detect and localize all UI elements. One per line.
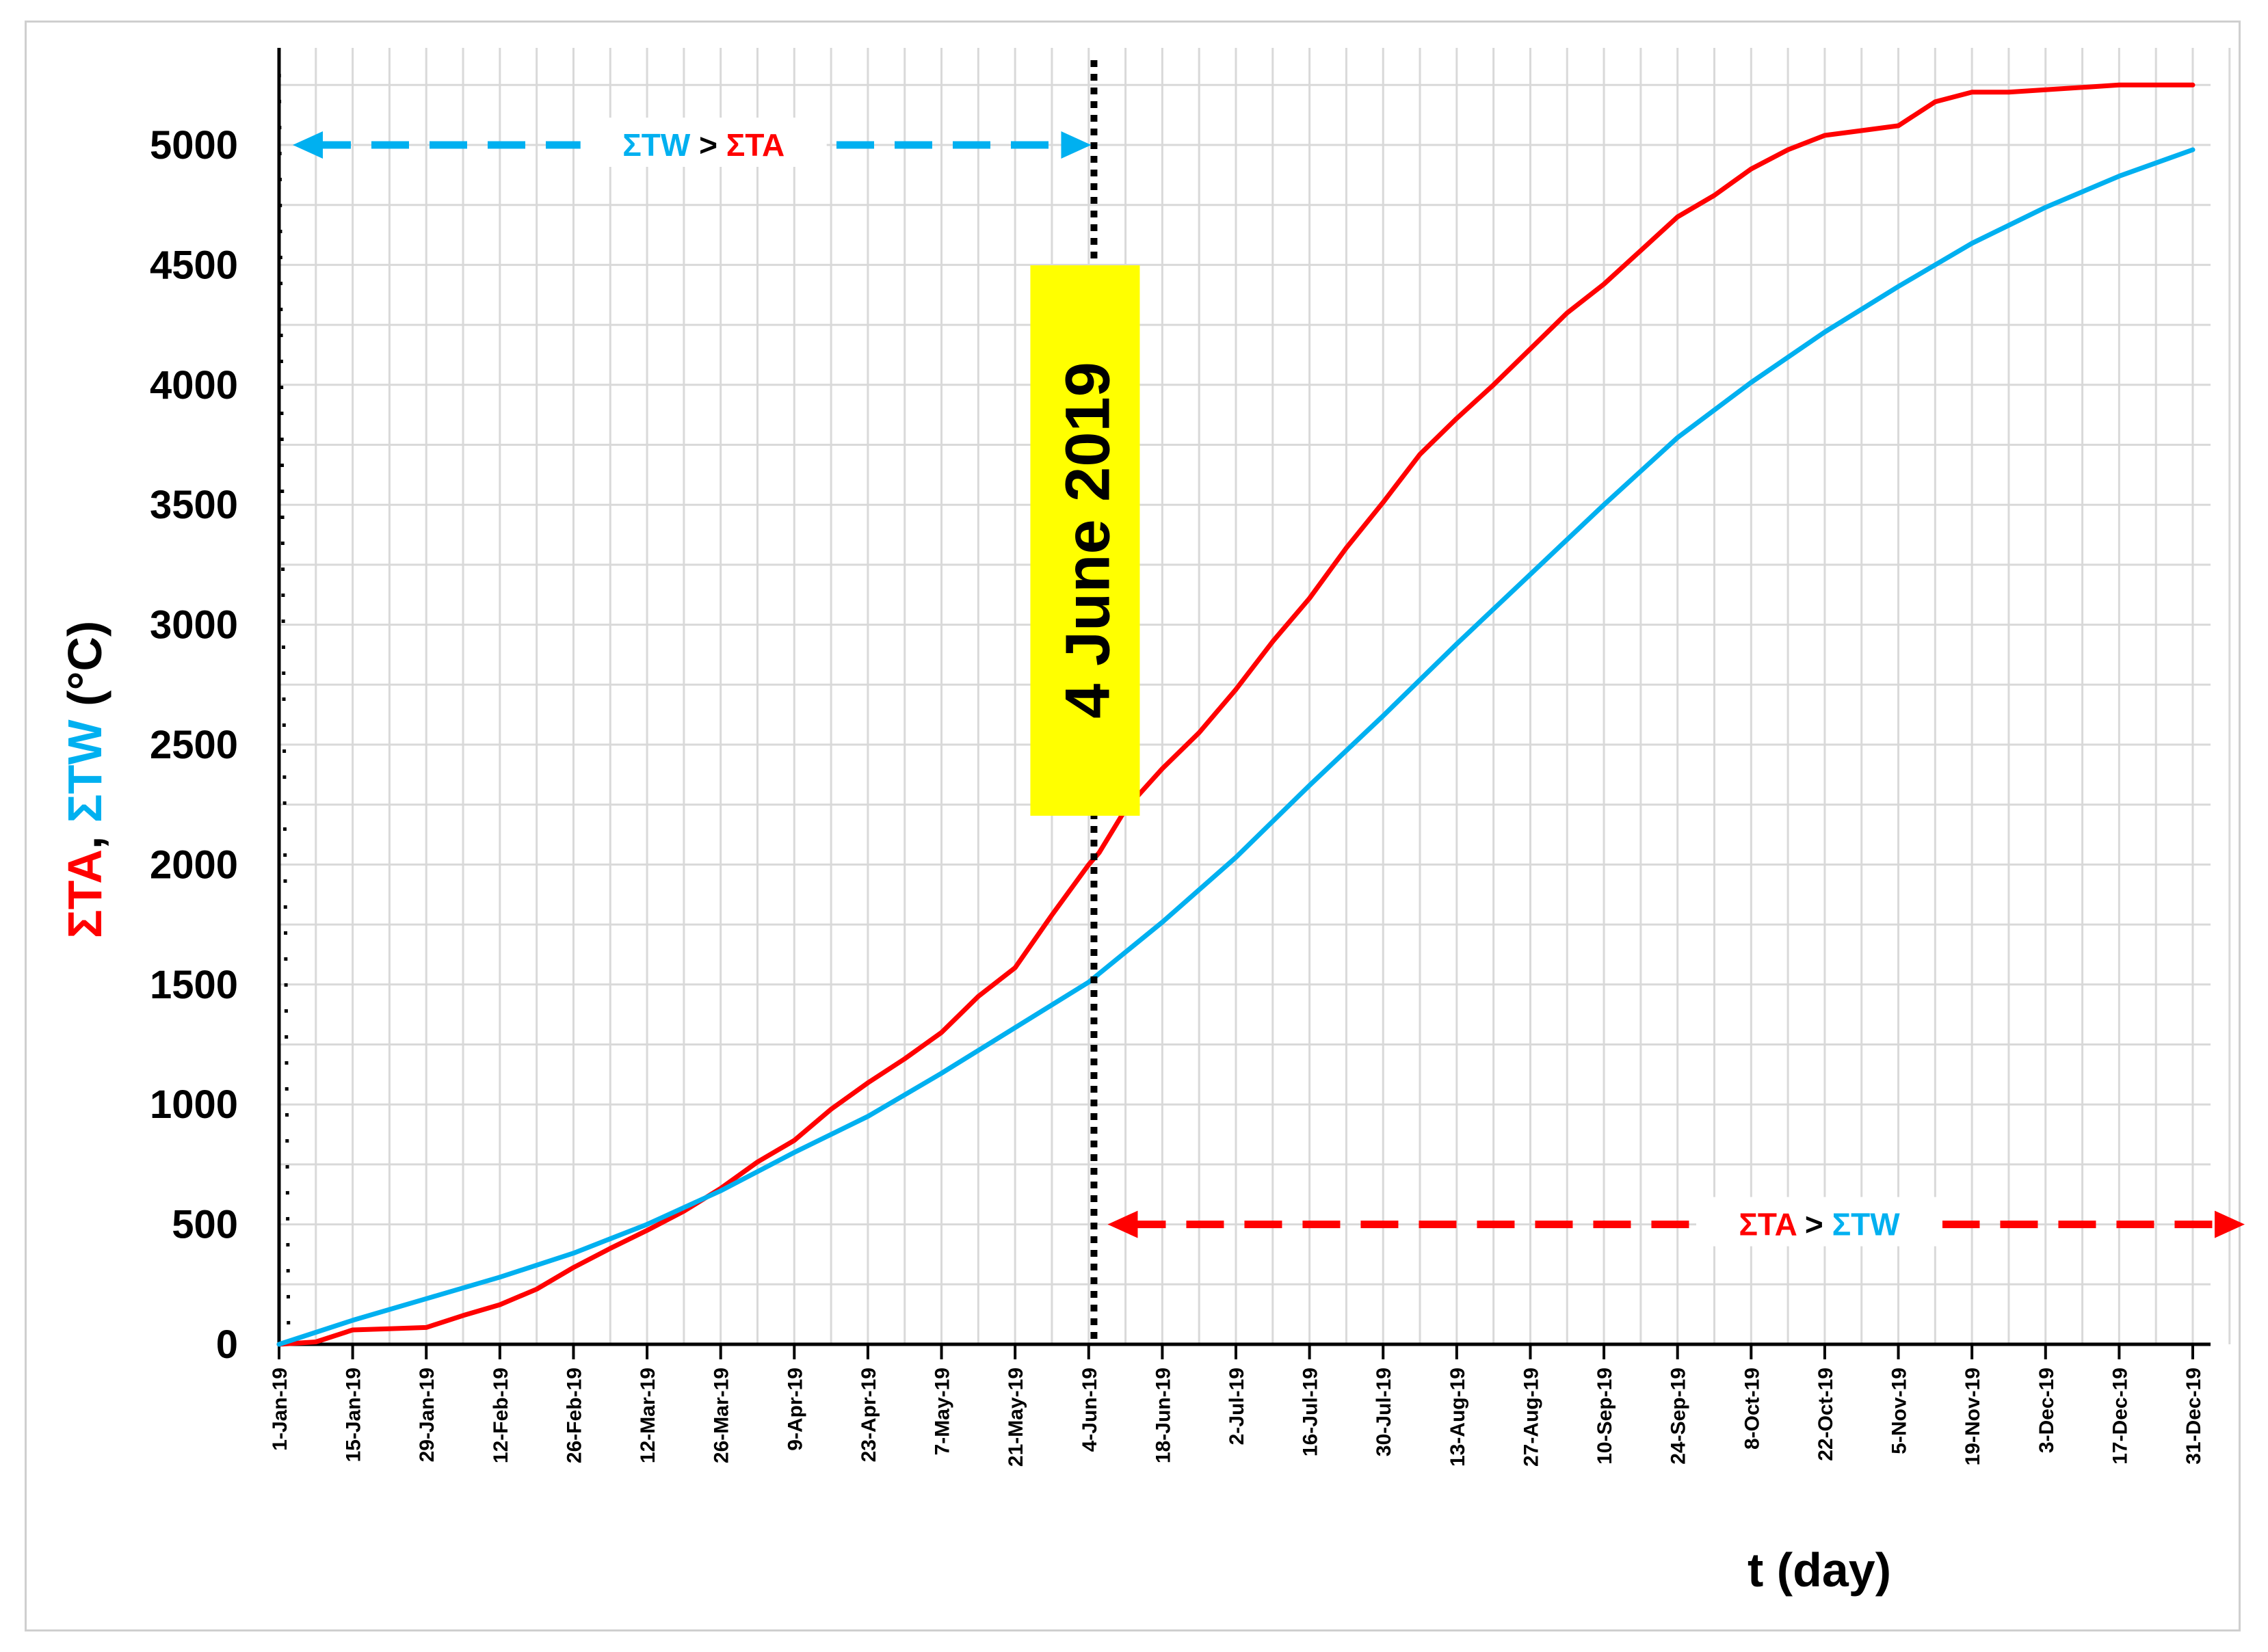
grid [278, 48, 2231, 1346]
x-axis-ticks: 1-Jan-19 15-Jan-19 29-Jan-19 12-Feb-19 26-Fe… [269, 1344, 2205, 1467]
y-axis-title-part: (°C) [58, 621, 111, 720]
x-tick-label: 12-Mar-19 [637, 1368, 659, 1463]
comparison-label-part: ΣTW [1832, 1207, 1901, 1242]
series-line-stw [276, 147, 2196, 1347]
x-tick-label: 2-Jul-19 [1226, 1368, 1248, 1445]
x-tick-label: 12-Feb-19 [490, 1368, 512, 1463]
x-tick-label: 4-Jun-19 [1079, 1368, 1101, 1452]
y-tick-label: 4000 [150, 363, 238, 408]
y-tick-label: 1500 [150, 963, 238, 1007]
comparison-label-bg [580, 118, 827, 167]
x-tick-label: 10-Sep-19 [1594, 1368, 1616, 1465]
y-axis-title-part: , [58, 823, 111, 849]
x-axis-title: t (day) [1748, 1543, 1891, 1597]
x-tick-label: 29-Jan-19 [416, 1368, 438, 1462]
event-label-box [1030, 265, 1140, 816]
x-tick-label: 26-Mar-19 [711, 1368, 733, 1463]
x-tick-label: 3-Dec-19 [2035, 1368, 2058, 1453]
arrow-left-head-icon [1107, 1210, 1138, 1238]
x-tick-label: 31-Dec-19 [2183, 1368, 2205, 1465]
y-tick-label: 500 [172, 1203, 238, 1247]
x-tick-label: 30-Jul-19 [1373, 1368, 1395, 1456]
x-tick-label: 7-May-19 [932, 1368, 954, 1455]
x-tick-label: 5-Nov-19 [1888, 1368, 1911, 1454]
arrow-right-head-icon [1061, 131, 1092, 159]
x-tick-label: 15-Jan-19 [343, 1368, 365, 1462]
y-tick-label: 0 [216, 1322, 238, 1367]
x-tick-label: 21-May-19 [1005, 1368, 1027, 1467]
x-tick-label: 23-Apr-19 [858, 1368, 880, 1462]
y-tick-label: 1000 [150, 1082, 238, 1127]
x-tick-label: 1-Jan-19 [269, 1368, 291, 1451]
series-line-sta [276, 82, 2196, 1347]
y-tick-label: 3000 [150, 603, 238, 648]
y-tick-label: 5000 [150, 123, 238, 168]
y-tick-label: 2000 [150, 842, 238, 887]
x-tick-label: 9-Apr-19 [784, 1368, 806, 1451]
event-label: 4 June 2019 [1053, 362, 1122, 719]
comparison-label-bg [1696, 1197, 1942, 1247]
x-tick-label: 13-Aug-19 [1447, 1368, 1469, 1467]
x-tick-label: 16-Jul-19 [1300, 1368, 1322, 1456]
y-axis-title-part: ΣTW [58, 719, 111, 823]
y-axis-ticks: 0 500 1000 1500 2000 2500 3000 3500 4000 4500 5000 [150, 123, 238, 1367]
x-tick-label: 19-Nov-19 [1962, 1368, 1984, 1465]
y-tick-label: 2500 [150, 723, 238, 767]
series-group [276, 82, 2196, 1347]
comparison-label: ΣTA > ΣTW [1739, 1207, 1900, 1242]
comparison-label-part: ΣTA [726, 127, 785, 163]
x-tick-label: 8-Oct-19 [1741, 1368, 1763, 1450]
comparison-label-part: ΣTA [1739, 1207, 1796, 1242]
x-tick-label: 22-Oct-19 [1815, 1368, 1837, 1461]
y-axis-title-part: ΣTA [58, 849, 111, 938]
arrow-right-head-icon [2215, 1210, 2245, 1238]
axes [277, 47, 2211, 1346]
comparison-label-part: > [690, 127, 726, 163]
x-tick-label: 18-Jun-19 [1152, 1368, 1174, 1463]
comparison-label-part: > [1796, 1207, 1832, 1242]
y-tick-label: 4500 [150, 243, 238, 287]
x-tick-label: 26-Feb-19 [563, 1368, 585, 1463]
y-axis-title: ΣTA, ΣTW (°C) [58, 621, 111, 939]
x-tick-label: 17-Dec-19 [2109, 1368, 2131, 1465]
comparison-label-part: ΣTW [622, 127, 691, 163]
y-tick-label: 3500 [150, 483, 238, 527]
x-tick-label: 24-Sep-19 [1667, 1368, 1690, 1465]
comparison-label: ΣTW > ΣTA [622, 127, 784, 163]
arrow-left-head-icon [293, 131, 323, 159]
x-tick-label: 27-Aug-19 [1520, 1368, 1542, 1467]
